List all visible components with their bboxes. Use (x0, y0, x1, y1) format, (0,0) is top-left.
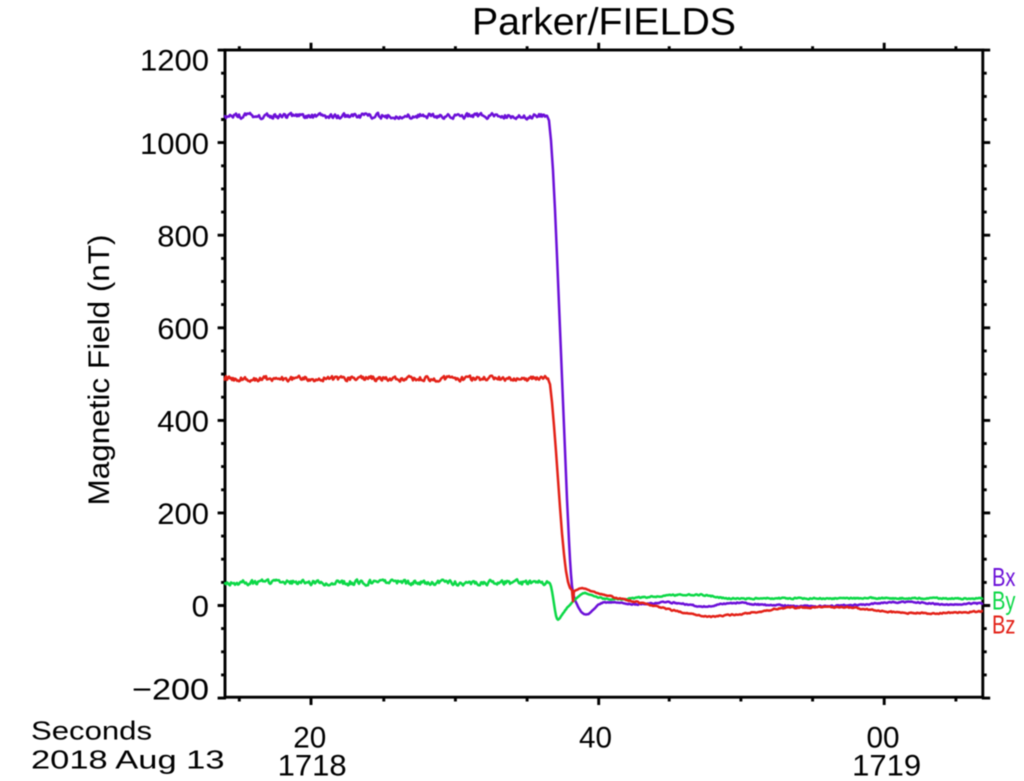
svg-text:By: By (992, 586, 1016, 616)
svg-text:2018 Aug 13: 2018 Aug 13 (31, 744, 225, 774)
svg-text:Bz: Bz (992, 609, 1016, 639)
svg-text:1200: 1200 (140, 44, 209, 77)
svg-text:40: 40 (579, 722, 612, 755)
svg-text:600: 600 (157, 313, 209, 346)
svg-text:Seconds: Seconds (31, 716, 152, 746)
svg-text:200: 200 (157, 498, 209, 531)
svg-text:−200: −200 (132, 674, 209, 707)
svg-text:1719: 1719 (852, 750, 921, 781)
svg-text:400: 400 (157, 406, 209, 439)
svg-text:800: 800 (157, 220, 209, 253)
svg-text:0: 0 (192, 591, 209, 624)
svg-text:Magnetic Field (nT): Magnetic Field (nT) (83, 235, 116, 506)
svg-text:20: 20 (293, 722, 326, 755)
svg-text:Bx: Bx (992, 562, 1016, 592)
svg-text:1718: 1718 (278, 750, 347, 781)
svg-text:1000: 1000 (140, 128, 209, 161)
svg-text:Parker/FIELDS: Parker/FIELDS (472, 2, 736, 44)
svg-text:00: 00 (867, 722, 900, 755)
